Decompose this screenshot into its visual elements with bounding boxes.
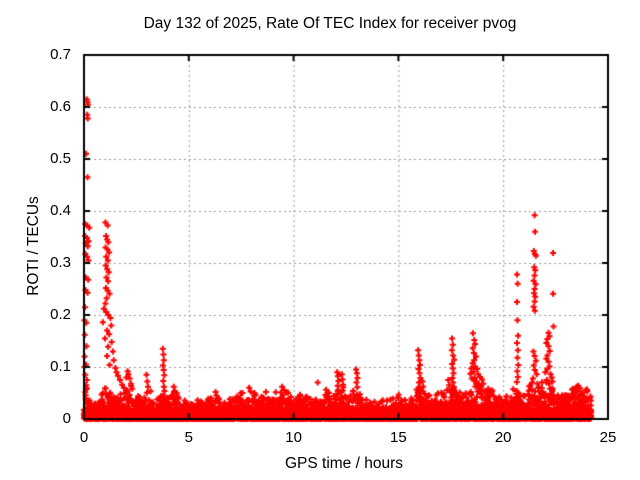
x-tick-label: 10 xyxy=(285,429,302,446)
x-tick-label: 25 xyxy=(599,429,617,446)
y-tick-label: 0.5 xyxy=(50,150,71,167)
y-tick-label: 0.3 xyxy=(50,254,71,271)
y-tick-label: 0.2 xyxy=(50,306,71,323)
x-tick-label: 0 xyxy=(79,429,89,446)
chart-title: Day 132 of 2025, Rate Of TEC Index for r… xyxy=(143,15,517,32)
y-tick-label: 0.7 xyxy=(50,46,71,63)
y-tick-label: 0.4 xyxy=(50,202,71,219)
x-axis-label: GPS time / hours xyxy=(284,455,403,472)
x-tick-label: 5 xyxy=(184,429,193,446)
y-tick-label: 0.1 xyxy=(50,358,71,375)
y-tick-label: 0.6 xyxy=(50,98,71,115)
x-tick-label: 15 xyxy=(390,429,407,446)
x-tick-label: 20 xyxy=(494,429,512,446)
y-tick-label: 0 xyxy=(62,410,71,427)
